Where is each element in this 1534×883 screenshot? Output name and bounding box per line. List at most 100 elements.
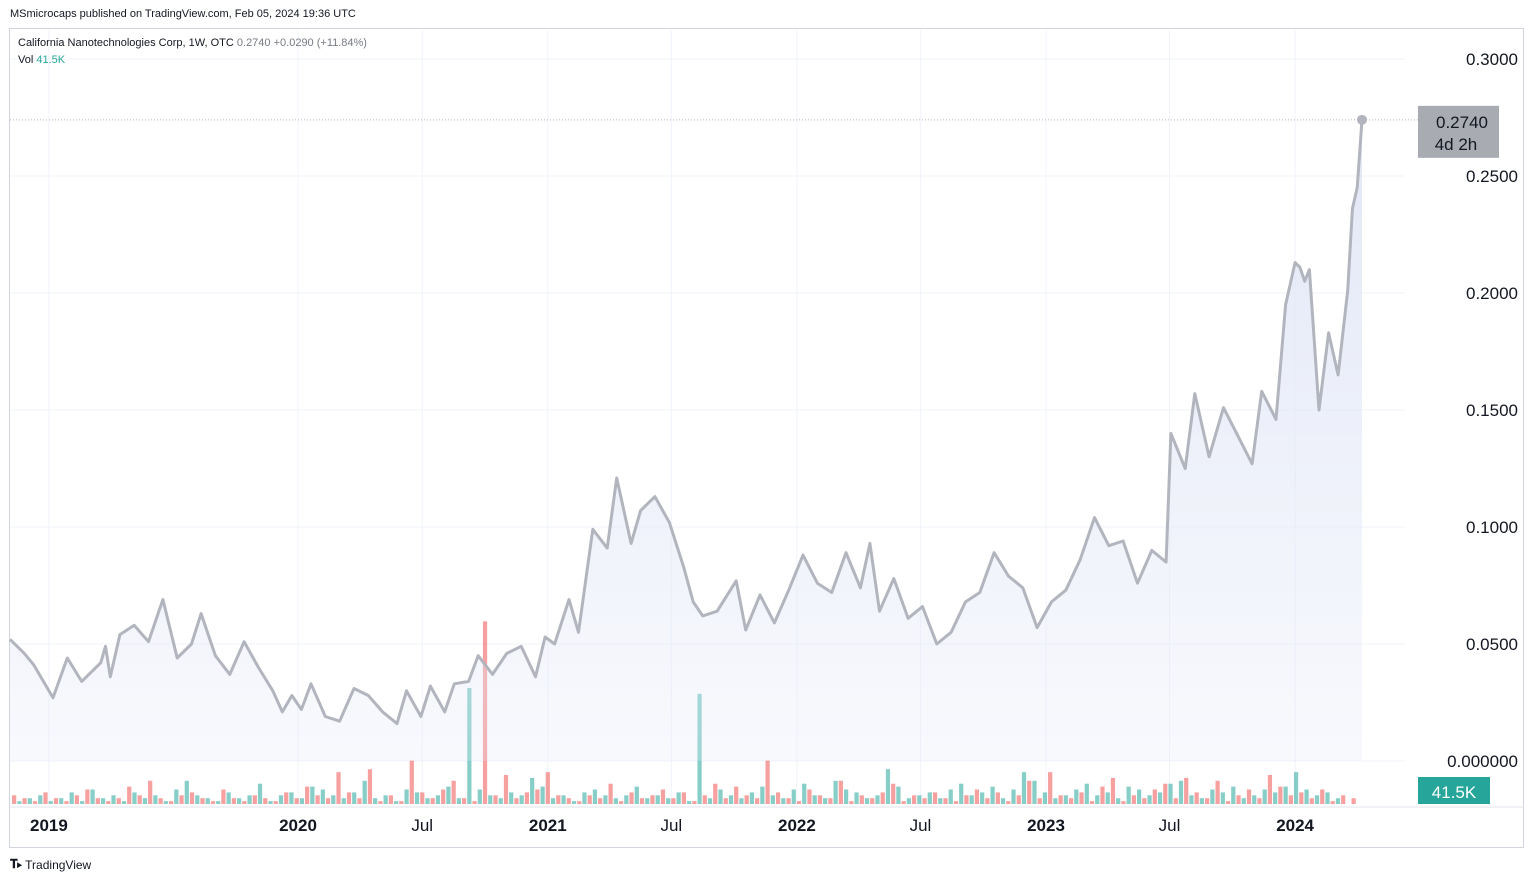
x-tick-label: Jul [660, 816, 682, 835]
volume-bar [346, 792, 352, 804]
volume-bar [943, 798, 948, 804]
volume-bar [1220, 792, 1225, 804]
volume-bar [922, 798, 927, 804]
volume-bar [1257, 798, 1262, 804]
volume-bar [749, 792, 755, 804]
volume-bar [755, 798, 760, 804]
volume-bar [32, 801, 38, 804]
volume-bar [153, 795, 158, 804]
volume-bar [435, 795, 441, 804]
volume-bar [1084, 783, 1089, 804]
y-tick-label: 0.1000 [1466, 518, 1518, 537]
volume-bar [629, 792, 634, 804]
volume-bar [399, 801, 404, 804]
volume-bar [959, 783, 964, 804]
volume-bar [189, 792, 195, 804]
volume-bar [624, 795, 629, 804]
volume-bar [713, 783, 718, 804]
volume-bar [985, 798, 990, 804]
volume-bar [100, 798, 106, 804]
volume-bar [294, 798, 299, 804]
volume-bar [1299, 792, 1304, 804]
volume-bar [373, 798, 378, 804]
volume-bar [430, 798, 435, 804]
volume-bar [1074, 789, 1079, 804]
volume-bar [216, 801, 221, 804]
volume-bar [1304, 789, 1309, 804]
volume-bar [1231, 786, 1236, 804]
volume-bar [775, 792, 781, 804]
volume-bar [707, 798, 713, 804]
volume-bar [912, 795, 917, 804]
volume-bar [530, 777, 535, 804]
volume-bar [1157, 792, 1163, 804]
volume-bar [1325, 792, 1330, 804]
x-tick-label: 2021 [529, 816, 567, 835]
x-tick-label: 2020 [279, 816, 317, 835]
volume-bar [807, 789, 812, 804]
volume-bar [1314, 795, 1320, 804]
volume-bar [723, 798, 728, 804]
volume-bar [1116, 798, 1121, 804]
volume-bar [174, 789, 179, 804]
volume-bar [1351, 798, 1356, 804]
price-area [10, 119, 1362, 762]
volume-bar [200, 798, 205, 804]
volume-badge [1418, 777, 1490, 804]
volume-bar [1273, 792, 1278, 804]
y-tick-label: 0.2500 [1466, 167, 1518, 186]
volume-bar [184, 780, 189, 804]
volume-bar [1309, 798, 1314, 804]
volume-bar [660, 789, 666, 804]
volume-bar [425, 798, 430, 804]
volume-bar [817, 795, 823, 804]
volume-bar [388, 795, 393, 804]
volume-bar [53, 798, 59, 804]
volume-bar [571, 801, 577, 804]
legend-symbol: California Nanotechnologies Corp, 1W, OT… [18, 37, 234, 49]
volume-bar [1037, 798, 1042, 804]
x-tick-label: 2019 [30, 816, 68, 835]
volume-bar [802, 783, 807, 804]
volume-bar [1173, 798, 1178, 804]
y-tick-label: 0.0500 [1466, 635, 1518, 654]
tradingview-brand[interactable]: 𝐓▸ TradingView [10, 857, 91, 872]
volume-bar [859, 795, 864, 804]
volume-bar [519, 795, 524, 804]
volume-bar [1011, 789, 1016, 804]
volume-bar [823, 798, 828, 804]
legend-vol-label: Vol [18, 54, 34, 66]
volume-bar [1225, 801, 1231, 804]
volume-bar [179, 795, 184, 804]
volume-bar [12, 795, 17, 804]
volume-bar [509, 792, 514, 804]
x-tick-label: Jul [910, 816, 932, 835]
volume-bar [252, 795, 257, 804]
volume-bar [1016, 795, 1021, 804]
volume-bar [681, 792, 686, 804]
volume-bar [378, 801, 383, 804]
volume-bar [1194, 792, 1199, 804]
volume-bar [692, 801, 697, 804]
volume-bar [357, 798, 362, 804]
volume-bar [540, 786, 545, 804]
volume-bar [48, 801, 53, 804]
volume-bar [409, 760, 414, 804]
volume-bar [278, 795, 284, 804]
volume-bar [828, 798, 833, 804]
volume-bar [352, 792, 357, 804]
volume-bar [59, 798, 64, 804]
volume-bar [132, 792, 137, 804]
volume-bar [1137, 789, 1142, 804]
volume-bar [854, 792, 859, 804]
volume-bar [781, 798, 786, 804]
volume-bar [210, 801, 216, 804]
volume-bar [734, 786, 739, 804]
volume-bar [310, 786, 315, 804]
volume-bar [503, 775, 509, 804]
volume-bar [639, 798, 645, 804]
volume-bar [148, 780, 153, 804]
volume-bar [671, 798, 676, 804]
volume-bar [1283, 786, 1288, 804]
